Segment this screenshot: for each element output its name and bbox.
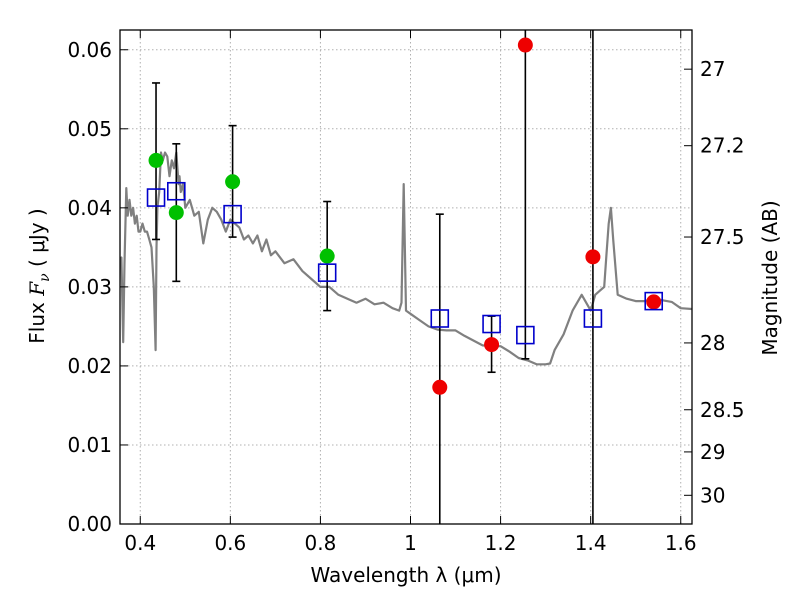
y-tick-label: 0.02 <box>67 354 112 378</box>
x-tick-label: 1.6 <box>665 531 697 555</box>
model-photometry-square <box>516 325 535 345</box>
model-photometry-square <box>583 309 603 328</box>
plot-area <box>120 30 692 524</box>
y-axis-title-unit: ( μJy ) <box>25 208 49 273</box>
y-axis-title-subscript: ν <box>37 273 53 282</box>
model-photometry-square <box>430 309 450 328</box>
y-axis-title-variable: F <box>25 281 49 297</box>
y2-axis-title: Magnitude (AB) <box>758 200 782 355</box>
x-tick-label: 1 <box>404 531 417 555</box>
model-photometry-square <box>482 314 501 334</box>
y-tick-label: 0.01 <box>67 433 112 457</box>
y-axis-title: Flux Fν ( μJy ) <box>25 208 53 343</box>
model-photometry-square <box>317 263 337 282</box>
mag-tick-label: 30 <box>700 483 725 507</box>
observed-point-red <box>517 37 533 53</box>
observed-point-green <box>148 152 164 168</box>
mag-tick-label: 27.2 <box>700 134 745 158</box>
observed-point-red <box>646 294 662 310</box>
mag-tick-label: 28 <box>700 331 725 355</box>
model-photometry-square <box>644 291 664 311</box>
x-tick-label: 0.4 <box>124 531 156 555</box>
mag-tick-label: 29 <box>700 440 725 464</box>
x-tick-label: 0.8 <box>305 531 337 555</box>
observed-point-green <box>319 248 335 264</box>
model-photometry-square <box>166 181 186 201</box>
observed-point-red <box>484 337 500 353</box>
x-axis-title: Wavelength λ (μm) <box>310 563 501 587</box>
y-tick-label: 0.04 <box>67 196 112 220</box>
x-tick-label: 1.4 <box>575 531 607 555</box>
observed-point-green <box>225 174 241 190</box>
y-tick-label: 0.00 <box>67 512 112 536</box>
mag-tick-label: 27 <box>700 57 725 81</box>
observed-point-red <box>432 379 448 395</box>
observed-point-red <box>585 249 601 265</box>
model-spectrum-line <box>120 151 692 366</box>
observed-point-green <box>168 205 184 221</box>
x-tick-label: 0.6 <box>214 531 246 555</box>
axes: 0.4 0.6 0.8 1 1.2 1.4 1.6 0.00 0.01 0.02 0.03 0.04 0… <box>67 30 745 555</box>
y-tick-label: 0.06 <box>67 38 112 62</box>
y-axis-title-prefix: Flux <box>25 296 49 344</box>
model-photometry-square <box>146 188 166 207</box>
model-photometry-square <box>223 204 242 224</box>
mag-tick-label: 27.5 <box>700 225 745 249</box>
y-tick-label: 0.05 <box>67 117 112 141</box>
plot-series <box>120 30 692 524</box>
x-tick-label: 1.2 <box>485 531 517 555</box>
y-tick-label: 0.03 <box>67 275 112 299</box>
mag-tick-label: 28.5 <box>700 398 745 422</box>
plot-frame <box>119 29 693 525</box>
